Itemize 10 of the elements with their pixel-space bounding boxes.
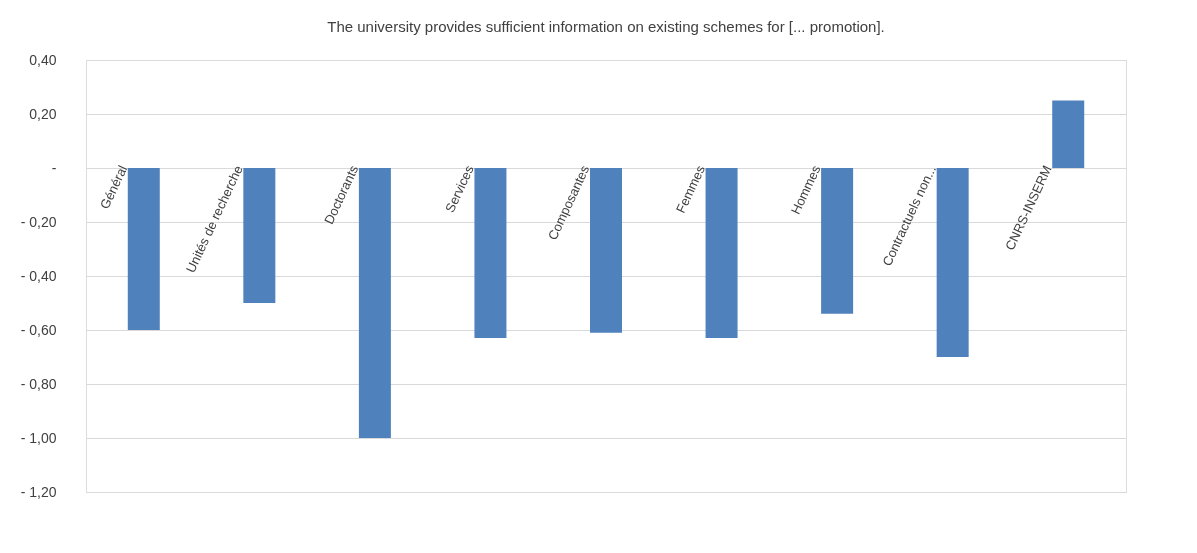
y-tick-label: -: [51, 159, 57, 176]
y-tick-label: - 1,20: [20, 483, 57, 500]
y-tick-label: - 0,40: [20, 267, 57, 284]
y-tick-label: - 1,00: [20, 429, 57, 446]
y-tick-label: - 0,60: [20, 321, 57, 338]
y-tick-label: 0,40: [29, 51, 57, 68]
y-tick-label: - 0,20: [20, 213, 57, 230]
y-tick-label: 0,20: [29, 105, 57, 122]
y-tick-label: - 0,80: [20, 375, 57, 392]
chart-title: The university provides sufficient information on existing schemes for [... promotion].: [327, 18, 885, 35]
